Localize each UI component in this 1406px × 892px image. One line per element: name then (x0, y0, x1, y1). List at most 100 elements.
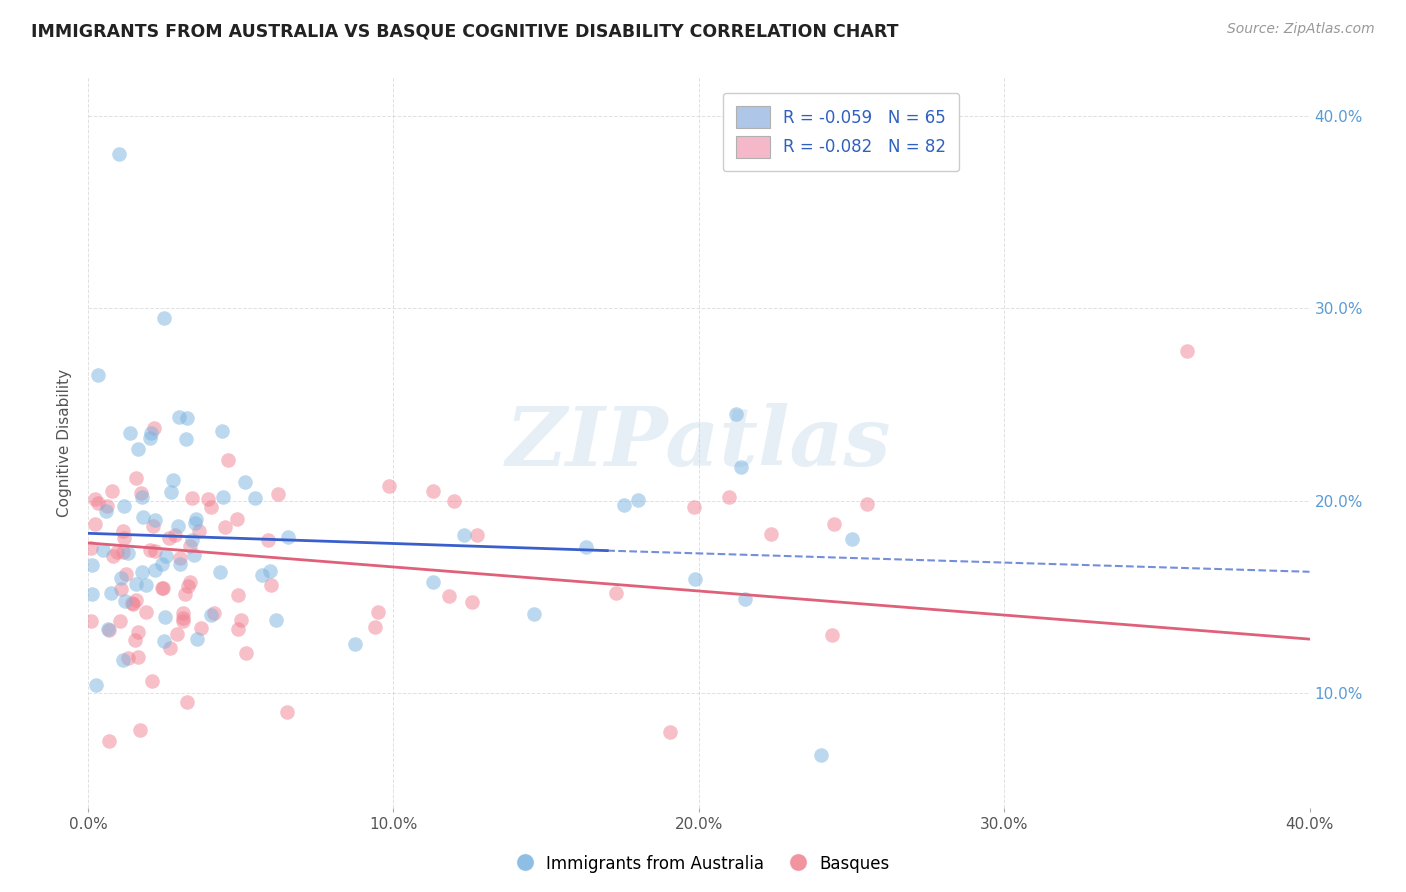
Text: ZIPatlas: ZIPatlas (506, 403, 891, 483)
Point (124, 577, 146, 591)
Point (112, 653, 135, 667)
Point (367, 605, 389, 619)
Point (112, 500, 135, 514)
Point (200, 608, 222, 623)
Point (378, 479, 401, 493)
Point (235, 646, 257, 660)
Point (605, 586, 627, 600)
Point (111, 524, 134, 538)
Point (725, 407, 748, 421)
Point (186, 632, 208, 647)
Point (80, 587, 103, 601)
Point (226, 588, 249, 602)
Point (734, 591, 756, 606)
Point (112, 531, 135, 545)
Point (159, 641, 181, 656)
Point (823, 516, 845, 531)
Point (131, 565, 153, 579)
Point (575, 540, 598, 554)
Point (117, 546, 139, 560)
Point (172, 614, 194, 628)
Point (169, 409, 191, 424)
Point (172, 610, 194, 624)
Point (129, 723, 152, 738)
Point (226, 512, 249, 526)
Point (84, 516, 107, 531)
Point (183, 548, 205, 562)
Point (121, 597, 143, 611)
Point (142, 519, 165, 533)
Point (135, 605, 157, 619)
Point (523, 607, 546, 621)
Point (80, 615, 103, 629)
Point (100, 585, 122, 599)
Point (96, 499, 118, 513)
Point (110, 571, 132, 585)
Point (176, 695, 198, 709)
Point (422, 484, 444, 499)
Point (127, 650, 149, 665)
Point (101, 484, 124, 499)
Point (135, 578, 157, 592)
Point (98, 623, 121, 637)
Point (124, 633, 146, 648)
Point (132, 509, 155, 524)
Point (97, 623, 120, 637)
Point (131, 490, 153, 504)
Point (1177, 343, 1199, 358)
Point (264, 613, 287, 627)
Text: IMMIGRANTS FROM AUSTRALIA VS BASQUE COGNITIVE DISABILITY CORRELATION CHART: IMMIGRANTS FROM AUSTRALIA VS BASQUE COGN… (31, 22, 898, 40)
Point (855, 498, 877, 512)
Point (80, 541, 103, 555)
Point (197, 492, 219, 507)
Point (115, 566, 138, 581)
Point (364, 620, 387, 634)
Point (181, 533, 204, 548)
Point (143, 564, 166, 578)
Point (121, 596, 143, 610)
Point (176, 411, 198, 425)
Point (187, 524, 209, 539)
Point (810, 747, 832, 762)
Point (658, 725, 681, 739)
Point (84, 492, 107, 507)
Point (110, 582, 132, 596)
Point (718, 490, 741, 504)
Point (217, 452, 239, 467)
Point (821, 628, 844, 642)
Point (117, 651, 139, 665)
Point (143, 513, 166, 527)
Point (139, 543, 162, 558)
Point (174, 587, 197, 601)
Point (184, 511, 207, 525)
Point (114, 593, 136, 607)
Point (250, 568, 273, 582)
Point (124, 593, 146, 607)
Point (683, 572, 706, 586)
Point (257, 533, 280, 547)
Point (153, 633, 176, 648)
Point (200, 500, 222, 514)
Point (277, 530, 299, 544)
Point (125, 471, 148, 485)
Point (103, 549, 125, 563)
Point (437, 589, 460, 603)
Point (84, 678, 107, 692)
Point (94, 504, 117, 518)
Point (202, 606, 225, 620)
Point (112, 544, 135, 558)
Point (143, 544, 166, 558)
Point (190, 621, 212, 635)
Point (166, 518, 188, 533)
Point (453, 527, 475, 541)
Point (142, 420, 165, 434)
Point (181, 491, 204, 506)
Point (87, 368, 110, 382)
Point (184, 516, 207, 530)
Point (120, 426, 142, 441)
Point (179, 539, 201, 553)
Point (465, 528, 488, 542)
Point (107, 545, 129, 559)
Point (443, 494, 465, 508)
Point (91, 542, 114, 557)
